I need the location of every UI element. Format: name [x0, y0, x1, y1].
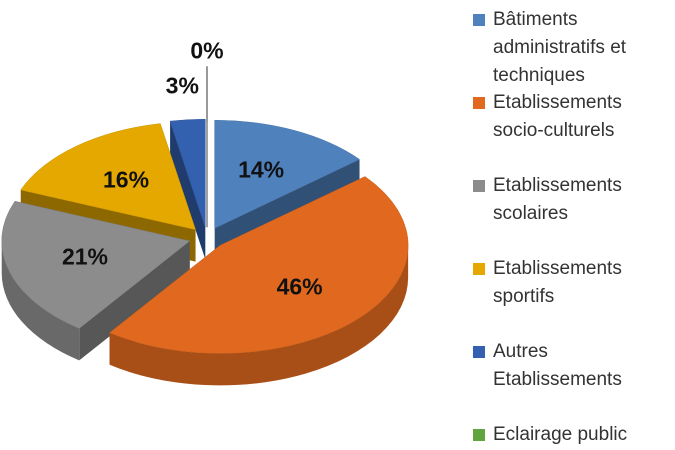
- legend-swatch: [473, 263, 485, 275]
- data-label: 3%: [166, 73, 199, 99]
- legend-label: Etablissements socio-culturels: [493, 92, 622, 141]
- legend-label: Etablissements scolaires: [493, 175, 622, 224]
- slice: [109, 176, 409, 354]
- slice-wall: [79, 241, 190, 361]
- legend-swatch: [473, 346, 485, 358]
- legend-swatch: [473, 429, 485, 441]
- legend-swatch: [473, 180, 485, 192]
- legend-label: Autres Etablissements: [493, 341, 622, 390]
- legend-item: Etablissements sportifs: [473, 255, 673, 311]
- data-label: 21%: [62, 244, 108, 270]
- slice: [1, 200, 191, 329]
- legend-item: Bâtiments administratifs et techniques: [473, 6, 673, 90]
- data-label: 14%: [238, 157, 284, 183]
- slice: [169, 118, 206, 228]
- slice-side: [1, 241, 80, 361]
- legend-label: Bâtiments administratifs et techniques: [493, 9, 627, 86]
- legend-label: Eclairage public: [493, 424, 628, 445]
- data-label: 16%: [103, 166, 149, 192]
- legend-swatch: [473, 97, 485, 109]
- data-label: 0%: [190, 37, 223, 63]
- slice: [20, 123, 196, 231]
- slice-side: [109, 245, 409, 386]
- legend-item: Eclairage public: [473, 421, 673, 449]
- data-label: 46%: [277, 273, 323, 299]
- legend-item: Etablissements scolaires: [473, 172, 673, 228]
- legend-item: Autres Etablissements: [473, 338, 673, 394]
- slice-wall: [170, 121, 206, 260]
- legend-swatch: [473, 14, 485, 26]
- legend-label: Etablissements sportifs: [493, 258, 622, 307]
- legend-item: Etablissements socio-culturels: [473, 89, 673, 145]
- slice: [214, 119, 361, 229]
